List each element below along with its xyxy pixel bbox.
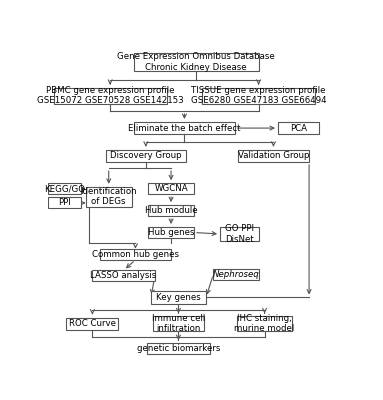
- Text: PPI: PPI: [58, 198, 70, 208]
- FancyBboxPatch shape: [86, 187, 132, 207]
- Text: Eliminate the batch effect: Eliminate the batch effect: [128, 124, 241, 132]
- Text: GO PPI
DisNet: GO PPI DisNet: [225, 224, 254, 244]
- FancyBboxPatch shape: [106, 150, 186, 162]
- FancyBboxPatch shape: [66, 318, 118, 330]
- Text: KEGG/GO: KEGG/GO: [44, 184, 85, 193]
- FancyBboxPatch shape: [147, 343, 210, 354]
- FancyBboxPatch shape: [54, 88, 167, 104]
- FancyBboxPatch shape: [202, 88, 315, 104]
- Text: Hub module: Hub module: [145, 206, 197, 215]
- Text: ROC Curve: ROC Curve: [69, 319, 116, 328]
- Text: Key genes: Key genes: [156, 293, 201, 302]
- FancyBboxPatch shape: [278, 122, 319, 134]
- Text: genetic biomarkers: genetic biomarkers: [137, 344, 220, 353]
- Text: Identification
of DEGs: Identification of DEGs: [80, 187, 137, 206]
- FancyBboxPatch shape: [220, 227, 259, 242]
- Text: WGCNA: WGCNA: [154, 184, 188, 193]
- Text: Nephroseq: Nephroseq: [213, 270, 260, 279]
- Text: PCA: PCA: [290, 124, 307, 132]
- FancyBboxPatch shape: [134, 122, 235, 134]
- Text: TISSUE gene expression profile
GSE6280 GSE47183 GSE66494: TISSUE gene expression profile GSE6280 G…: [191, 86, 326, 106]
- FancyBboxPatch shape: [148, 227, 194, 238]
- FancyBboxPatch shape: [48, 183, 80, 194]
- Text: Immune cell
infiltration: Immune cell infiltration: [152, 314, 205, 333]
- Text: Common hub genes: Common hub genes: [92, 250, 179, 259]
- Text: LASSO analysis: LASSO analysis: [90, 272, 157, 280]
- FancyBboxPatch shape: [148, 183, 194, 194]
- FancyBboxPatch shape: [238, 150, 309, 162]
- Text: Hub genes: Hub genes: [148, 228, 194, 237]
- Text: PBMC gene expression profile
GSE15072 GSE70528 GSE142153: PBMC gene expression profile GSE15072 GS…: [37, 86, 183, 106]
- Text: Gene Expression Omnibus Database
Chronic Kidney Disease: Gene Expression Omnibus Database Chronic…: [118, 52, 275, 72]
- FancyBboxPatch shape: [100, 249, 171, 260]
- FancyBboxPatch shape: [213, 269, 259, 280]
- FancyBboxPatch shape: [134, 53, 259, 71]
- Text: Discovery Group: Discovery Group: [110, 151, 182, 160]
- FancyBboxPatch shape: [48, 197, 80, 208]
- FancyBboxPatch shape: [92, 270, 155, 282]
- Text: Validation Group: Validation Group: [238, 151, 309, 160]
- FancyBboxPatch shape: [148, 205, 194, 216]
- FancyBboxPatch shape: [151, 291, 206, 304]
- Text: IHC staining,
murine model: IHC staining, murine model: [234, 314, 295, 333]
- FancyBboxPatch shape: [152, 316, 205, 331]
- FancyBboxPatch shape: [237, 316, 292, 331]
